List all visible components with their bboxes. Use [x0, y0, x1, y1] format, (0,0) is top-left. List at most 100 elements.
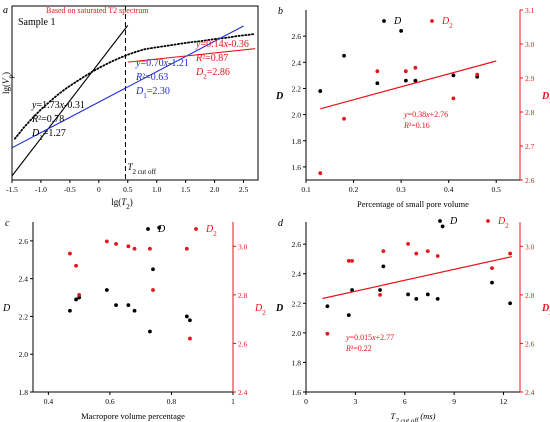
panel-d-point-D [440, 224, 445, 229]
panel-a-sample-bg [14, 15, 66, 29]
panel-a-r2-red: R²=0.87 [195, 53, 228, 64]
panel-c-point-D [184, 314, 189, 319]
panel-d-point-D2 [425, 249, 430, 254]
panel-d-point-D2 [350, 258, 354, 263]
panel-d-point-D [350, 288, 354, 292]
panel-b-ytick-left-label: 1.8 [292, 137, 302, 146]
panel-d-legend-marker-D2 [486, 219, 490, 223]
panel-d-ytick-left-label: 2.0 [292, 329, 302, 338]
panel-a-eq-blue: y=0.70x-1.21 [135, 58, 189, 69]
panel-a-dim-red: D2=2.86 [195, 67, 230, 81]
panel-d-fit-line [322, 256, 512, 300]
panel-c-xtick-label: 0.6 [105, 397, 115, 406]
panel-b-ytick-left-label: 2.0 [292, 111, 302, 120]
panel-c-point-D2 [74, 263, 78, 268]
panel-d-ytick-left-label: 2.6 [292, 240, 302, 249]
panel-a-r2-black: R²=0.78 [31, 114, 64, 125]
panel-c-point-D [114, 303, 118, 308]
panel-c-ytick-left-label: 2.6 [19, 237, 29, 246]
panel-c-point-D2 [126, 244, 131, 249]
panel-b-point-D2 [475, 72, 480, 77]
panel-b-fit-equation: y=0.38x+2.76 [403, 110, 448, 119]
panel-d-legend-marker-D [438, 219, 442, 223]
panel-d-fit-equation: y=0.015x+2.77 [345, 333, 394, 342]
panel-b-legend-label-D: D [393, 16, 402, 27]
panel-c-ytick-left-label: 2.0 [19, 350, 29, 359]
panel-c-point-D [148, 329, 152, 334]
panel-a-frame [11, 5, 259, 181]
panel-d-xtick-label: 3 [354, 397, 358, 406]
panel-d-point-D [346, 313, 351, 318]
panel-b-point-D2 [342, 116, 346, 121]
panel-d-point-D [406, 292, 410, 297]
panel-a-xtick-label: -1.5 [6, 185, 18, 194]
panel-b-point-D [318, 89, 323, 93]
panel-c-ytick-right-label: 3.0 [238, 242, 248, 251]
panel-d-point-D [325, 304, 330, 309]
panel-b-xlabel: Percentage of small pore volume [357, 199, 469, 209]
panel-a-xtick-label: 1.5 [181, 185, 191, 194]
panel-d-xtick-label: 12 [500, 397, 508, 406]
panel-b-point-D [413, 78, 418, 83]
panel-a-ylabel: lg(Vp) [1, 72, 15, 94]
panel-c-point-D [104, 288, 109, 292]
panel-d-ytick-left-label: 1.8 [292, 358, 302, 367]
panel-c-ytick-left-label: 2.2 [19, 312, 29, 321]
panel-b-ytick-left-label: 2.4 [292, 58, 302, 67]
panel-c-point-D [74, 297, 78, 302]
panel-b-ytick-right-label: 2.9 [525, 74, 535, 83]
panel-c-ytick-right-label: 2.4 [238, 388, 248, 397]
panel-d-point-D [381, 264, 386, 269]
panel-c-point-D2 [114, 241, 118, 246]
panel-d-point-D [425, 292, 430, 297]
panel-b-point-D [375, 81, 380, 86]
panel-c-legend-label-D: D [157, 224, 166, 235]
panel-c-legend-label-D2: D2 [205, 224, 217, 238]
panel-d-xlabel: T2 cut off (ms) [391, 411, 436, 422]
panel-b-legend-marker-D2 [430, 19, 434, 23]
panel-b-ytick-right-label: 3.1 [525, 6, 535, 15]
panel-b-point-D2 [375, 69, 380, 74]
panel-d-ytick-right-label: 3.0 [525, 242, 535, 251]
panel-a-xtick-label: 0 [97, 185, 101, 194]
panel-c-xtick-label: 0.4 [44, 397, 54, 406]
panel-a-eq-red: y=0.14x-0.36 [195, 39, 249, 50]
panel-a-dim-blue: D1=2.30 [135, 86, 170, 100]
panel-d-point-D2 [346, 258, 351, 263]
panel-b-fit-line [320, 60, 497, 110]
panel-c-legend-marker-D [146, 227, 150, 231]
panel-a-dim-black: D1=1.27 [31, 128, 66, 142]
panel-b-fit-r2: R²=0.16 [403, 121, 430, 130]
panel-c-ytick-left-label: 1.8 [19, 388, 29, 397]
panel-c-point-D [68, 308, 72, 313]
panel-a-xtick-label: -0.5 [64, 185, 76, 194]
panel-b-ytick-right-label: 2.7 [525, 142, 535, 151]
panel-b-ytick-right-label: 3.0 [525, 40, 535, 49]
panel-b-point-D2 [413, 65, 418, 70]
panel-c-point-D2 [148, 246, 152, 251]
panel-a-r2-blue: R²=0.63 [135, 72, 168, 83]
panel-d-letter: d [278, 218, 284, 229]
panel-a-xtick-label: 0.5 [123, 185, 133, 194]
panel-c-point-D [188, 318, 192, 323]
panel-d-xtick-label: 9 [452, 397, 456, 406]
panel-d-ytick-left-label: 2.4 [292, 270, 302, 279]
panel-b-point-D2 [318, 171, 323, 176]
panel-b-legend-marker-D [382, 19, 386, 23]
panel-c-letter: c [5, 218, 10, 229]
panel-b-ytick-right-label: 2.6 [525, 176, 535, 185]
panel-b-ytick-left-label: 2.6 [292, 32, 302, 41]
panel-b-ylabel-left: D [275, 91, 283, 102]
panel-a-curve [13, 32, 257, 140]
panel-c-point-D2 [68, 251, 72, 256]
panel-c-point-D [132, 308, 137, 313]
panel-c-point-D [151, 267, 155, 272]
panel-c-point-D2 [132, 246, 137, 251]
panel-c-ytick-right-label: 2.8 [238, 291, 248, 300]
panel-d-legend-label-D: D [449, 216, 458, 227]
panel-d-point-D2 [414, 251, 419, 256]
panel-a-xtick-label: -1.0 [35, 185, 47, 194]
panel-b-ytick-left-label: 1.6 [292, 163, 302, 172]
panel-c-legend-marker-D2 [194, 227, 198, 231]
